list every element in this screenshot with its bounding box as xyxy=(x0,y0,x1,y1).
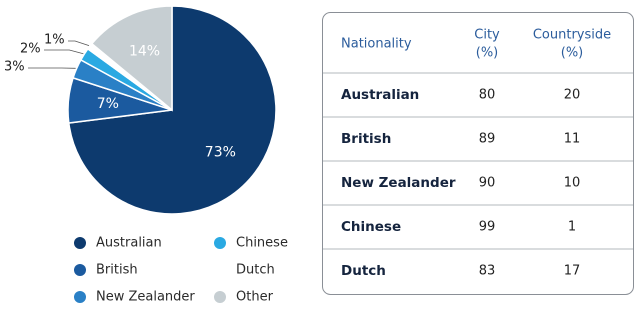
table-header: (%) xyxy=(476,46,499,61)
legend-label: Other xyxy=(236,290,274,305)
table-cell: 1 xyxy=(568,220,576,235)
legend-swatch xyxy=(214,291,226,303)
slice-label: 3% xyxy=(4,60,25,75)
table-cell: 90 xyxy=(479,176,496,191)
table-cell: 83 xyxy=(479,264,496,279)
table-cell: 10 xyxy=(564,176,581,191)
table-cell: 11 xyxy=(564,132,581,147)
legend-label: British xyxy=(96,263,138,278)
legend-label: Dutch xyxy=(236,263,275,278)
slice-label: 2% xyxy=(20,42,41,57)
table-cell: British xyxy=(341,131,391,147)
table-header: (%) xyxy=(561,46,584,61)
legend-swatch xyxy=(74,264,86,276)
legend-label: New Zealander xyxy=(96,290,195,305)
table-frame xyxy=(322,12,634,295)
table-cell: Chinese xyxy=(341,219,401,235)
table-header: City xyxy=(474,28,500,43)
legend-label: Chinese xyxy=(236,236,288,251)
slice-label: 7% xyxy=(97,96,119,112)
leader-line xyxy=(44,49,84,55)
legend-swatch xyxy=(74,237,86,249)
table-cell: Dutch xyxy=(341,263,386,279)
slice-label: 14% xyxy=(129,44,160,60)
table-cell: 99 xyxy=(479,220,496,235)
legend-swatch xyxy=(214,264,226,276)
slice-label: 73% xyxy=(205,145,236,161)
table-header: Nationality xyxy=(341,37,412,52)
table-cell: 17 xyxy=(564,264,581,279)
legend-swatch xyxy=(214,237,226,249)
table-header: Countryside xyxy=(533,28,611,43)
pie-slice xyxy=(90,5,173,112)
leader-line xyxy=(68,40,90,47)
table-cell: Australian xyxy=(341,87,419,103)
table-cell: 89 xyxy=(479,132,496,147)
table-cell: 80 xyxy=(479,88,496,103)
table-cell: New Zealander xyxy=(341,175,456,191)
legend-swatch xyxy=(74,291,86,303)
slice-label: 1% xyxy=(44,33,65,48)
legend-label: Australian xyxy=(96,236,162,251)
table-cell: 20 xyxy=(564,88,581,103)
